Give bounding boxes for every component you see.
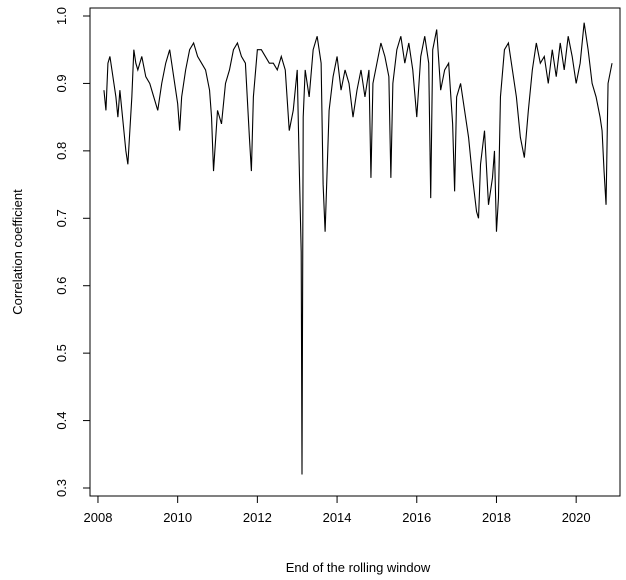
y-tick-label: 0.8 [54,142,69,160]
x-axis: 2008 2010 2012 2014 2016 2018 2020 [84,495,591,525]
series-line-1 [103,22,613,475]
x-tick-label: 2010 [163,510,192,525]
x-tick-label: 2014 [323,510,352,525]
y-tick-label: 0.9 [54,74,69,92]
y-tick-label: 0.7 [54,209,69,227]
y-tick-label: 0.5 [54,344,69,362]
x-tick-label: 2018 [482,510,511,525]
y-tick-label: 1.0 [54,7,69,25]
x-axis-label: End of the rolling window [286,560,431,575]
y-tick-label: 0.3 [54,479,69,497]
series-layer [103,22,613,475]
x-tick-label: 2016 [402,510,431,525]
x-tick-label: 2012 [243,510,272,525]
y-axis-label: Correlation coefficient [10,189,25,315]
y-tick-label: 0.4 [54,412,69,430]
y-axis: 0.3 0.4 0.5 0.6 0.7 0.8 0.9 1.0 [54,7,91,497]
y-tick-label: 0.6 [54,277,69,295]
x-tick-label: 2020 [562,510,591,525]
x-tick-label: 2008 [84,510,113,525]
